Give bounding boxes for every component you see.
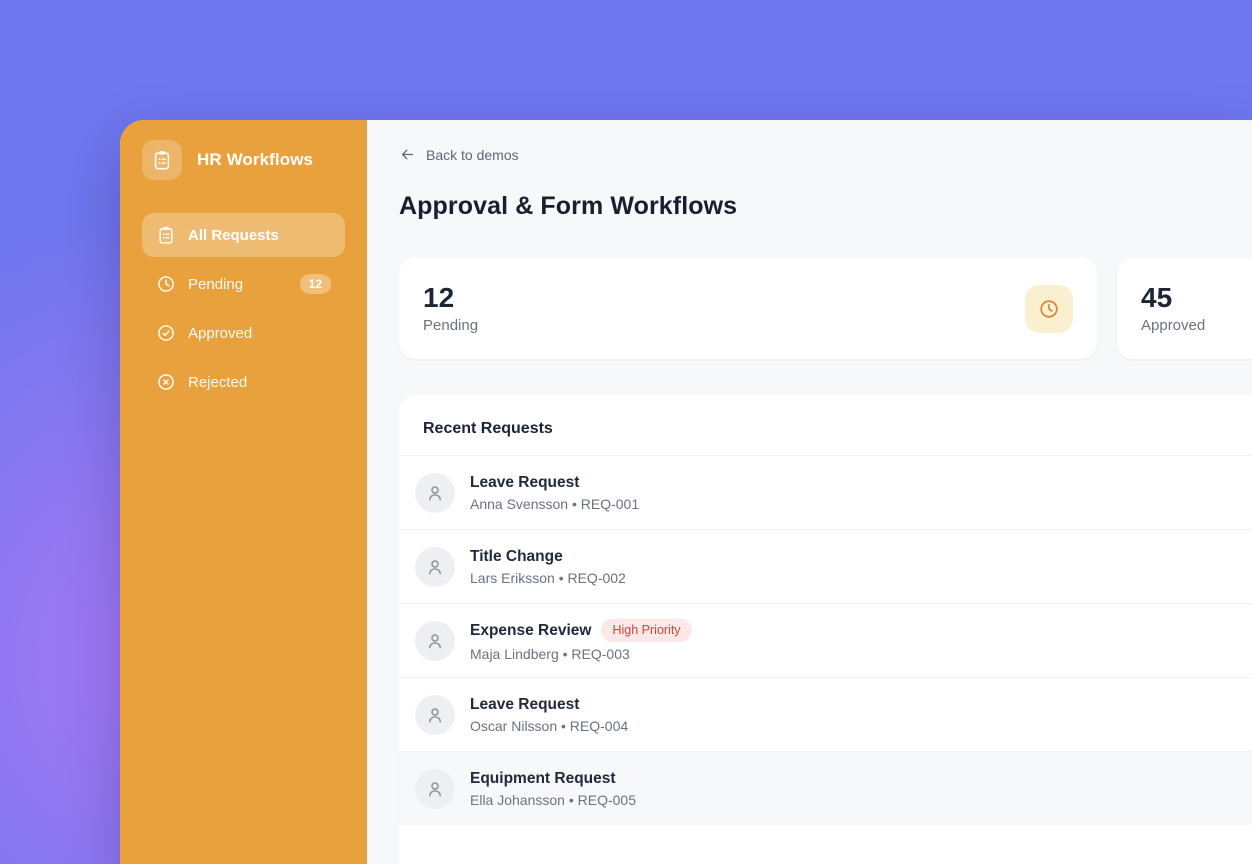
person-icon	[424, 630, 446, 652]
main-content: Back to demos Approval & Form Workflows …	[367, 120, 1252, 864]
request-row[interactable]: Expense Review High Priority Maja Lindbe…	[399, 603, 1252, 677]
stat-card-approved: 45 Approved	[1117, 258, 1252, 359]
sidebar-item-label: Rejected	[188, 373, 248, 391]
person-icon	[424, 704, 446, 726]
clipboard-icon	[156, 225, 176, 245]
sidebar-item-approved[interactable]: Approved	[142, 311, 345, 355]
sidebar-item-pending[interactable]: Pending 12	[142, 262, 345, 306]
avatar	[415, 546, 455, 587]
stat-label: Pending	[423, 317, 479, 335]
sidebar-item-rejected[interactable]: Rejected	[142, 360, 345, 404]
request-subtitle: Lars Eriksson • REQ-002	[470, 569, 626, 586]
sidebar-item-label: All Requests	[188, 226, 279, 244]
back-link[interactable]: Back to demos	[399, 146, 519, 163]
request-subtitle: Ella Johansson • REQ-005	[470, 791, 636, 808]
stat-card-pending: 12 Pending	[399, 258, 1097, 359]
app-title: HR Workflows	[197, 150, 314, 169]
sidebar-item-label: Approved	[188, 324, 253, 342]
person-icon	[424, 778, 446, 800]
app-logo	[142, 140, 182, 180]
app-window: HR Workflows All Requests	[120, 120, 1252, 864]
request-info: Title Change Lars Eriksson • REQ-002	[470, 548, 626, 586]
recent-requests-title: Recent Requests	[423, 420, 553, 437]
person-icon	[424, 556, 446, 578]
person-icon	[424, 482, 446, 504]
request-info: Equipment Request Ella Johansson • REQ-0…	[470, 770, 636, 808]
back-link-label: Back to demos	[426, 146, 519, 163]
x-circle-icon	[156, 372, 176, 392]
avatar	[415, 620, 455, 661]
request-row[interactable]: Leave Request Oscar Nilsson • REQ-004	[399, 677, 1252, 751]
priority-badge: High Priority	[601, 619, 692, 642]
nav-count-badge: 12	[299, 274, 331, 294]
stat-text: 12 Pending	[423, 281, 479, 335]
stat-value: 12	[423, 281, 455, 313]
request-subtitle: Maja Lindberg • REQ-003	[470, 646, 630, 662]
sidebar-item-all-requests[interactable]: All Requests	[142, 213, 345, 257]
arrow-left-icon	[399, 146, 416, 163]
sidebar-nav: All Requests Pending 12	[142, 213, 345, 409]
clipboard-icon	[151, 149, 173, 171]
request-info: Leave Request Anna Svensson • REQ-001	[470, 474, 639, 512]
request-title: Title Change	[470, 547, 563, 565]
stat-text: 45 Approved	[1141, 281, 1206, 335]
stats-row: 12 Pending 45 Approved	[399, 258, 1252, 359]
avatar	[415, 694, 455, 735]
stat-value: 45	[1141, 281, 1173, 313]
recent-requests-card: Recent Requests Leave Request	[399, 395, 1252, 864]
clock-icon	[156, 274, 176, 294]
request-subtitle: Oscar Nilsson • REQ-004	[470, 717, 629, 734]
check-circle-icon	[156, 323, 176, 343]
stat-label: Approved	[1141, 317, 1206, 335]
sidebar-item-label: Pending	[188, 275, 244, 293]
request-info: Expense Review High Priority Maja Lindbe…	[470, 619, 692, 662]
request-row[interactable]: Leave Request Anna Svensson • REQ-001	[399, 455, 1252, 529]
request-title: Expense Review	[470, 621, 592, 639]
clock-icon	[1025, 284, 1073, 333]
avatar	[415, 768, 455, 809]
request-title: Leave Request	[470, 695, 580, 713]
avatar	[415, 472, 455, 513]
sidebar: HR Workflows All Requests	[120, 120, 367, 864]
request-title: Equipment Request	[470, 769, 616, 787]
sidebar-logo-row: HR Workflows	[142, 140, 345, 180]
request-row[interactable]: Title Change Lars Eriksson • REQ-002	[399, 529, 1252, 603]
request-info: Leave Request Oscar Nilsson • REQ-004	[470, 696, 628, 734]
request-row[interactable]: Equipment Request Ella Johansson • REQ-0…	[399, 751, 1252, 825]
request-subtitle: Anna Svensson • REQ-001	[470, 495, 640, 512]
request-title: Leave Request	[470, 473, 580, 491]
page-title: Approval & Form Workflows	[399, 192, 738, 220]
